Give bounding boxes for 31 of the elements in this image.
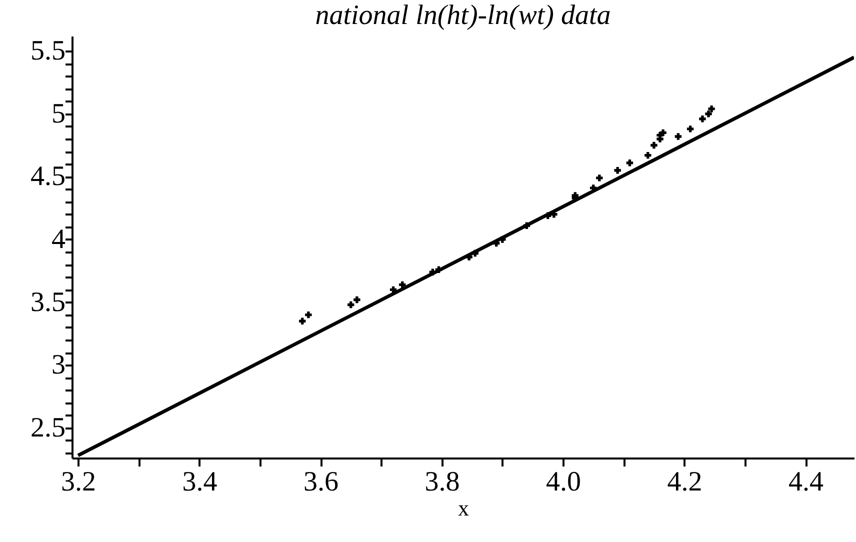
y-tick-label: 3 [52, 350, 66, 381]
point [348, 301, 354, 308]
x-axis-title: x [458, 496, 469, 520]
point [708, 105, 715, 112]
point [650, 142, 658, 149]
point [305, 311, 312, 318]
x-tick-label: 4.4 [788, 466, 824, 498]
point [686, 126, 694, 132]
x-tick-label: 3.6 [304, 466, 339, 498]
x-tick-label: 4.0 [546, 466, 582, 498]
y-tick-label: 5 [52, 98, 66, 130]
point [596, 174, 603, 182]
point [699, 116, 706, 122]
point [299, 318, 306, 324]
y-tick-label: 3.5 [30, 286, 66, 318]
point [354, 296, 360, 304]
point [614, 167, 621, 174]
y-tick-label: 5.5 [30, 36, 66, 67]
x-tick-label: 3.2 [61, 466, 96, 498]
y-tick-label: 2.5 [30, 412, 66, 444]
y-tick-label: 4 [52, 224, 66, 255]
y-tick-label: 4.5 [30, 161, 66, 192]
point [656, 132, 664, 139]
x-tick-label: 3.4 [182, 466, 218, 498]
point [644, 152, 652, 159]
chart-title: national ln(ht)-ln(wt) data [315, 0, 611, 31]
point [626, 159, 634, 166]
point [674, 133, 682, 140]
x-tick-label: 4.2 [667, 466, 702, 498]
x-tick-label: 3.8 [424, 466, 460, 498]
point [705, 110, 712, 118]
